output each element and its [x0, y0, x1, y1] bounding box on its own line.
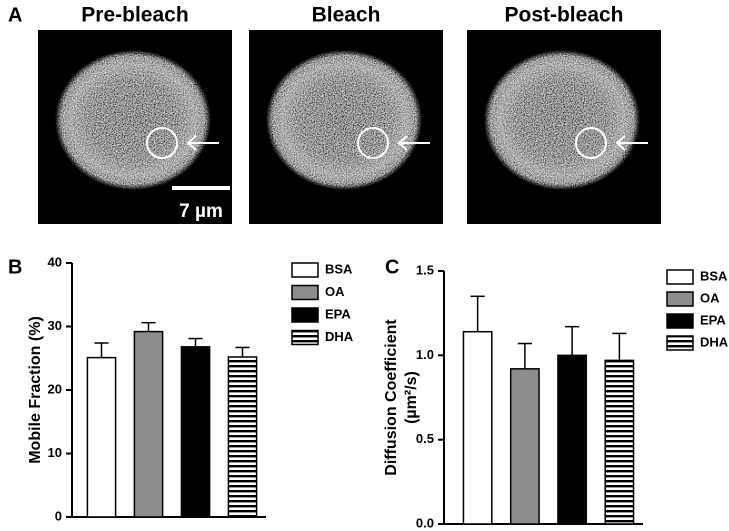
bleach-roi	[357, 127, 389, 159]
y-tick-label: 0	[55, 508, 62, 523]
legend-swatch	[291, 307, 319, 323]
bar	[227, 356, 258, 518]
panel-label: A	[8, 4, 22, 26]
bar	[604, 359, 635, 525]
cell	[55, 50, 211, 190]
cell	[484, 50, 640, 190]
bar	[86, 356, 117, 518]
legend-swatch	[666, 269, 694, 285]
legend-label: EPA	[325, 306, 351, 321]
legend-swatch	[291, 284, 319, 301]
legend-label: BSA	[700, 268, 728, 283]
y-tick-label: 40	[48, 254, 62, 269]
bar	[180, 346, 211, 518]
bar	[509, 368, 540, 525]
legend-label: BSA	[325, 261, 353, 276]
image-title: Bleach	[312, 4, 381, 27]
bar	[462, 330, 493, 525]
y-tick-label: 1.5	[416, 262, 434, 277]
arrow-head	[186, 135, 197, 151]
legend-label: DHA	[700, 334, 729, 349]
bar	[557, 354, 588, 525]
legend-swatch	[291, 329, 319, 346]
legend-swatch	[666, 313, 694, 329]
arrow-head	[397, 135, 408, 151]
legend-label: OA	[325, 284, 345, 299]
legend-swatch	[291, 262, 319, 278]
y-tick-label: 0.0	[416, 515, 434, 530]
cell	[266, 50, 422, 190]
y-axis-label: Diffusion Coefficient	[383, 319, 400, 476]
y-axis-label: Mobile Fraction (%)	[27, 316, 44, 464]
y-tick-label: 30	[48, 318, 62, 333]
legend-label: DHA	[325, 329, 354, 344]
bar	[133, 330, 164, 518]
legend-label: EPA	[700, 312, 726, 327]
bleach-roi	[575, 127, 607, 159]
legend-label: OA	[700, 290, 720, 305]
bleach-roi	[146, 127, 178, 159]
scale-bar-label: 7 µm	[179, 201, 223, 222]
arrow-head	[615, 135, 626, 151]
image-title: Post-bleach	[504, 4, 623, 27]
y-tick-label: 20	[48, 381, 62, 396]
legend-swatch	[666, 335, 694, 351]
y-tick-label: 10	[48, 445, 62, 460]
legend-swatch	[666, 291, 694, 307]
y-tick-label: 0.5	[416, 431, 434, 446]
y-axis-label: (µm²/s)	[403, 371, 420, 424]
y-tick-label: 1.0	[416, 347, 434, 362]
image-title: Pre-bleach	[81, 4, 188, 27]
panel-label: C	[385, 256, 399, 278]
panel-label: B	[8, 256, 22, 278]
